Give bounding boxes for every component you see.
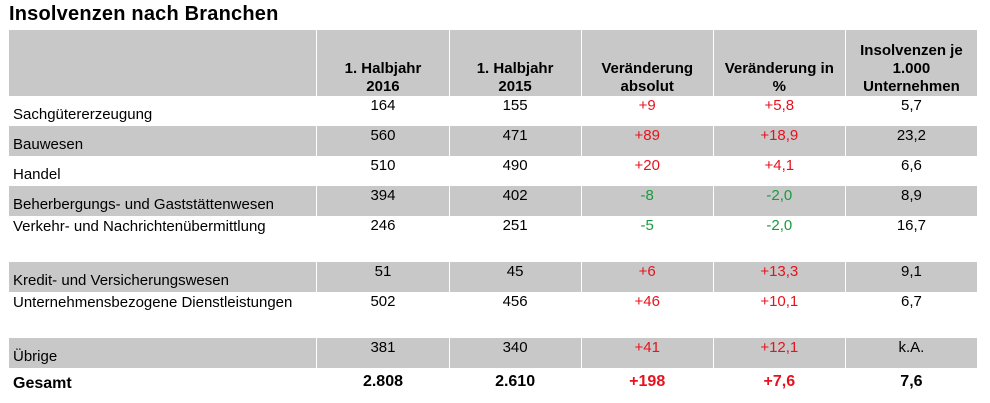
row-label: Bauwesen [9, 126, 318, 156]
header-branch [9, 30, 318, 96]
cell-change-percent: +5,8 [713, 96, 846, 126]
cell-change-percent: -2,0 [713, 216, 846, 262]
cell-change-percent: +12,1 [713, 338, 846, 368]
cell-h1-2016: 381 [316, 338, 450, 368]
table-row: Unternehmensbezogene Dienstleistungen 502… [9, 292, 979, 338]
row-label: Sachgütererzeugung [9, 96, 318, 126]
cell-change-absolute: +46 [581, 292, 714, 338]
cell-per-1000: 7,6 [845, 368, 979, 398]
row-label: Übrige [9, 338, 318, 368]
table-row: Sachgütererzeugung 164 155 +9 +5,8 5,7 [9, 96, 979, 126]
header-h1-2015: 1. Halbjahr 2015 [449, 30, 582, 96]
header-h1-2016: 1. Halbjahr 2016 [316, 30, 450, 96]
cell-per-1000: 23,2 [845, 126, 979, 156]
cell-per-1000: k.A. [845, 338, 979, 368]
row-label: Kredit- und Versicherungswesen [9, 262, 318, 292]
page-title: Insolvenzen nach Branchen [9, 3, 279, 25]
cell-h1-2015: 456 [449, 292, 582, 338]
cell-change-percent: +4,1 [713, 156, 846, 186]
cell-change-percent: +10,1 [713, 292, 846, 338]
insolvency-table: 1. Halbjahr 2016 1. Halbjahr 2015 Veränd… [9, 30, 979, 398]
cell-h1-2015: 251 [449, 216, 582, 262]
cell-change-percent: -2,0 [713, 186, 846, 216]
cell-per-1000: 9,1 [845, 262, 979, 292]
cell-h1-2015: 155 [449, 96, 582, 126]
cell-h1-2016: 510 [316, 156, 450, 186]
cell-h1-2016: 502 [316, 292, 450, 338]
cell-h1-2016: 51 [316, 262, 450, 292]
cell-change-percent: +13,3 [713, 262, 846, 292]
header-per-1000: Insolvenzen je 1.000 Unternehmen [845, 30, 979, 96]
cell-change-absolute: +20 [581, 156, 714, 186]
cell-per-1000: 8,9 [845, 186, 979, 216]
cell-change-percent: +7,6 [713, 368, 846, 398]
cell-h1-2015: 490 [449, 156, 582, 186]
table-row: Verkehr- und Nachrichtenübermittlung 246 2… [9, 216, 979, 262]
cell-h1-2015: 340 [449, 338, 582, 368]
total-row: Gesamt 2.808 2.610 +198 +7,6 7,6 [9, 368, 979, 398]
cell-per-1000: 6,6 [845, 156, 979, 186]
cell-change-absolute: +89 [581, 126, 714, 156]
row-label: Verkehr- und Nachrichtenübermittlung [9, 216, 318, 262]
cell-h1-2015: 471 [449, 126, 582, 156]
cell-h1-2016: 2.808 [316, 368, 450, 398]
cell-h1-2015: 45 [449, 262, 582, 292]
cell-change-absolute: -8 [581, 186, 714, 216]
table-row: Kredit- und Versicherungswesen 51 45 +6 +13,… [9, 262, 979, 292]
cell-per-1000: 5,7 [845, 96, 979, 126]
cell-change-absolute: +6 [581, 262, 714, 292]
cell-h1-2016: 560 [316, 126, 450, 156]
cell-change-absolute: +9 [581, 96, 714, 126]
row-label: Unternehmensbezogene Dienstleistungen [9, 292, 318, 338]
row-label: Beherbergungs- und Gaststättenwesen [9, 186, 318, 216]
cell-h1-2015: 2.610 [449, 368, 582, 398]
table-body: Sachgütererzeugung 164 155 +9 +5,8 5,7 Bauwese… [9, 96, 979, 398]
header-row: 1. Halbjahr 2016 1. Halbjahr 2015 Veränd… [9, 30, 979, 96]
row-label: Gesamt [9, 368, 318, 398]
cell-change-absolute: -5 [581, 216, 714, 262]
table-row: Übrige 381 340 +41 +12,1 k.A. [9, 338, 979, 368]
cell-h1-2016: 164 [316, 96, 450, 126]
cell-h1-2015: 402 [449, 186, 582, 216]
cell-h1-2016: 246 [316, 216, 450, 262]
cell-change-absolute: +41 [581, 338, 714, 368]
cell-change-absolute: +198 [581, 368, 714, 398]
table-row: Beherbergungs- und Gaststättenwesen 394 40… [9, 186, 979, 216]
cell-per-1000: 6,7 [845, 292, 979, 338]
cell-h1-2016: 394 [316, 186, 450, 216]
header-change-percent: Veränderung in % [713, 30, 846, 96]
header-change-absolute: Veränderung absolut [581, 30, 714, 96]
cell-per-1000: 16,7 [845, 216, 979, 262]
row-label: Handel [9, 156, 318, 186]
table-row: Bauwesen 560 471 +89 +18,9 23,2 [9, 126, 979, 156]
table-row: Handel 510 490 +20 +4,1 6,6 [9, 156, 979, 186]
cell-change-percent: +18,9 [713, 126, 846, 156]
